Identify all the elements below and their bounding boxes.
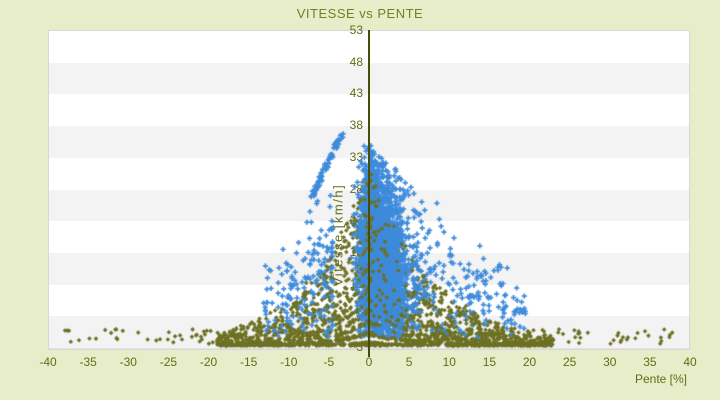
zero-axis-line <box>368 30 370 357</box>
